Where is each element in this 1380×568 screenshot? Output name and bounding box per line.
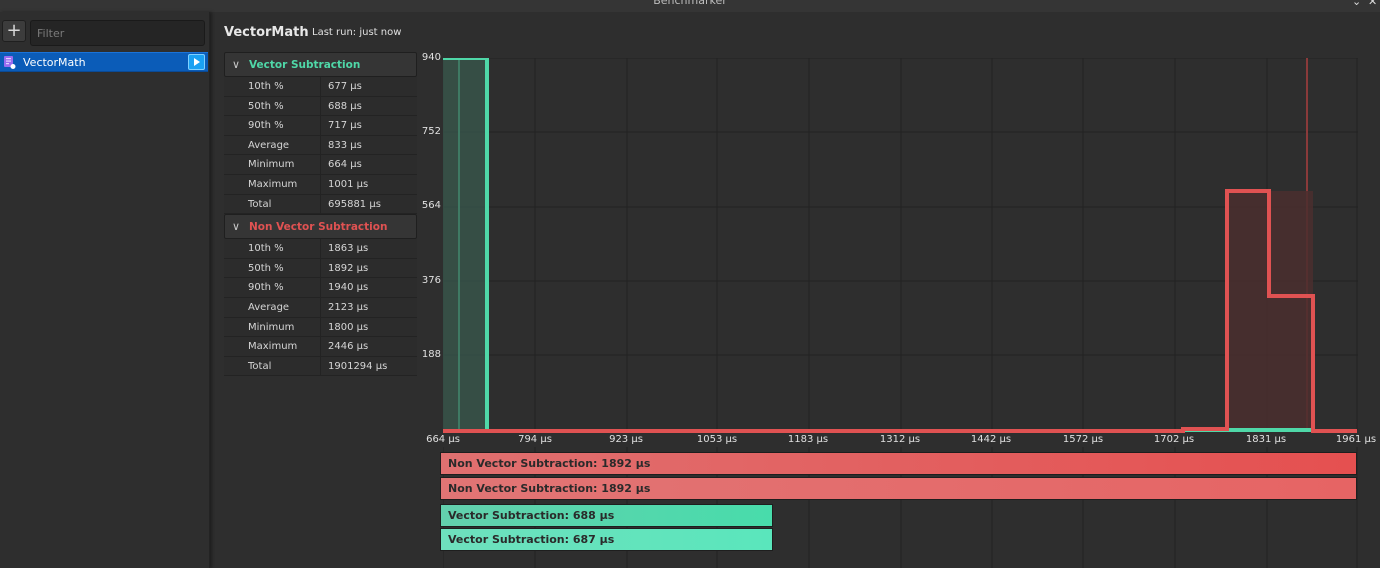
stat-key: 10th %: [224, 239, 321, 258]
stats-panel: ∨ Vector Subtraction 10th % 677 µs 50th %…: [224, 52, 417, 377]
result-bar-vector: Vector Subtraction: 687 µs: [440, 528, 773, 551]
stat-row: Total 1901294 µs: [224, 356, 417, 377]
histogram-plot: [443, 58, 1358, 433]
stat-key: Minimum: [224, 155, 321, 174]
x-tick: 1312 µs: [879, 434, 921, 445]
stat-value: 2446 µs: [328, 341, 369, 353]
result-bar-non-vector: Non Vector Subtraction: 1892 µs: [440, 452, 1357, 475]
sidebar: + VectorMath: [0, 12, 210, 568]
chevron-down-icon[interactable]: ⌄: [1352, 0, 1362, 8]
stat-value: 2123 µs: [328, 301, 369, 313]
stat-key: 50th %: [224, 96, 321, 116]
stat-row: Total 695881 µs: [224, 194, 417, 215]
y-tick: 376: [421, 275, 441, 286]
y-tick: 188: [421, 349, 441, 360]
filter-input[interactable]: [30, 20, 205, 46]
x-tick: 1831 µs: [1245, 434, 1287, 445]
stat-key: 90th %: [224, 116, 321, 135]
stat-value: 688 µs: [328, 100, 362, 112]
result-bar-non-vector: Non Vector Subtraction: 1892 µs: [440, 477, 1357, 500]
stat-value: 1800 µs: [328, 321, 369, 333]
stat-key: Minimum: [224, 317, 321, 337]
x-tick: 794 µs: [518, 434, 552, 445]
last-run-status: Last run: just now: [312, 27, 402, 38]
stat-value: 717 µs: [328, 120, 362, 132]
stat-row: 50th % 1892 µs: [224, 258, 417, 279]
stat-row: Maximum 2446 µs: [224, 337, 417, 357]
stat-row: Minimum 1800 µs: [224, 317, 417, 338]
stat-key: Average: [224, 135, 321, 155]
x-tick: 1183 µs: [787, 434, 829, 445]
stat-key: Average: [224, 297, 321, 317]
x-tick: 923 µs: [609, 434, 643, 445]
page-title: VectorMath: [224, 25, 309, 40]
y-tick: 752: [421, 126, 441, 137]
stat-row: 10th % 677 µs: [224, 77, 417, 97]
chevron-down-icon: ∨: [232, 58, 241, 71]
stat-value: 1001 µs: [328, 178, 369, 190]
stat-row: Average 833 µs: [224, 135, 417, 156]
window-title: Benchmarker: [653, 0, 727, 7]
stat-value: 833 µs: [328, 139, 362, 151]
stat-key: Maximum: [224, 174, 321, 194]
group-name: Non Vector Subtraction: [249, 221, 388, 234]
add-button[interactable]: +: [2, 20, 26, 42]
stat-row: 90th % 1940 µs: [224, 278, 417, 298]
stat-value: 677 µs: [328, 81, 362, 92]
stat-key: 90th %: [224, 278, 321, 297]
stat-key: 50th %: [224, 258, 321, 278]
x-tick: 1572 µs: [1062, 434, 1104, 445]
group-header-non-vector-subtraction[interactable]: ∨ Non Vector Subtraction: [224, 214, 417, 240]
stat-row: 50th % 688 µs: [224, 96, 417, 117]
x-tick: 1442 µs: [970, 434, 1012, 445]
play-icon[interactable]: [188, 54, 205, 70]
sidebar-item-vectormath[interactable]: VectorMath: [0, 52, 208, 72]
stat-key: Maximum: [224, 337, 321, 356]
y-tick: 564: [421, 200, 441, 211]
x-tick: 1053 µs: [696, 434, 738, 445]
result-bar-vector: Vector Subtraction: 688 µs: [440, 504, 773, 527]
stat-value: 695881 µs: [328, 198, 381, 210]
group-header-vector-subtraction[interactable]: ∨ Vector Subtraction: [224, 52, 417, 77]
histogram-chart: [443, 58, 1358, 433]
chevron-down-icon: ∨: [232, 220, 241, 234]
stat-key: 10th %: [224, 77, 321, 96]
x-tick: 664 µs: [426, 434, 460, 445]
stat-value: 1863 µs: [328, 243, 369, 255]
x-tick: 1702 µs: [1153, 434, 1195, 445]
x-tick: 1961 µs: [1335, 434, 1377, 445]
stat-value: 1940 µs: [328, 282, 369, 294]
stat-row: 90th % 717 µs: [224, 116, 417, 136]
stat-row: 10th % 1863 µs: [224, 239, 417, 259]
stat-row: Maximum 1001 µs: [224, 174, 417, 195]
close-icon[interactable]: ✕: [1368, 0, 1378, 8]
stat-key: Total: [224, 356, 321, 376]
stat-value: 664 µs: [328, 159, 362, 171]
module-script-icon: [4, 56, 16, 69]
stat-row: Minimum 664 µs: [224, 155, 417, 175]
window-titlebar: Benchmarker ⌄ ✕: [0, 0, 1380, 12]
stat-key: Total: [224, 194, 321, 214]
stat-value: 1901294 µs: [328, 360, 388, 372]
y-tick: 940: [421, 52, 441, 63]
stat-value: 1892 µs: [328, 262, 369, 274]
sidebar-item-label: VectorMath: [23, 56, 86, 69]
group-name: Vector Subtraction: [249, 59, 361, 71]
stat-row: Average 2123 µs: [224, 297, 417, 318]
